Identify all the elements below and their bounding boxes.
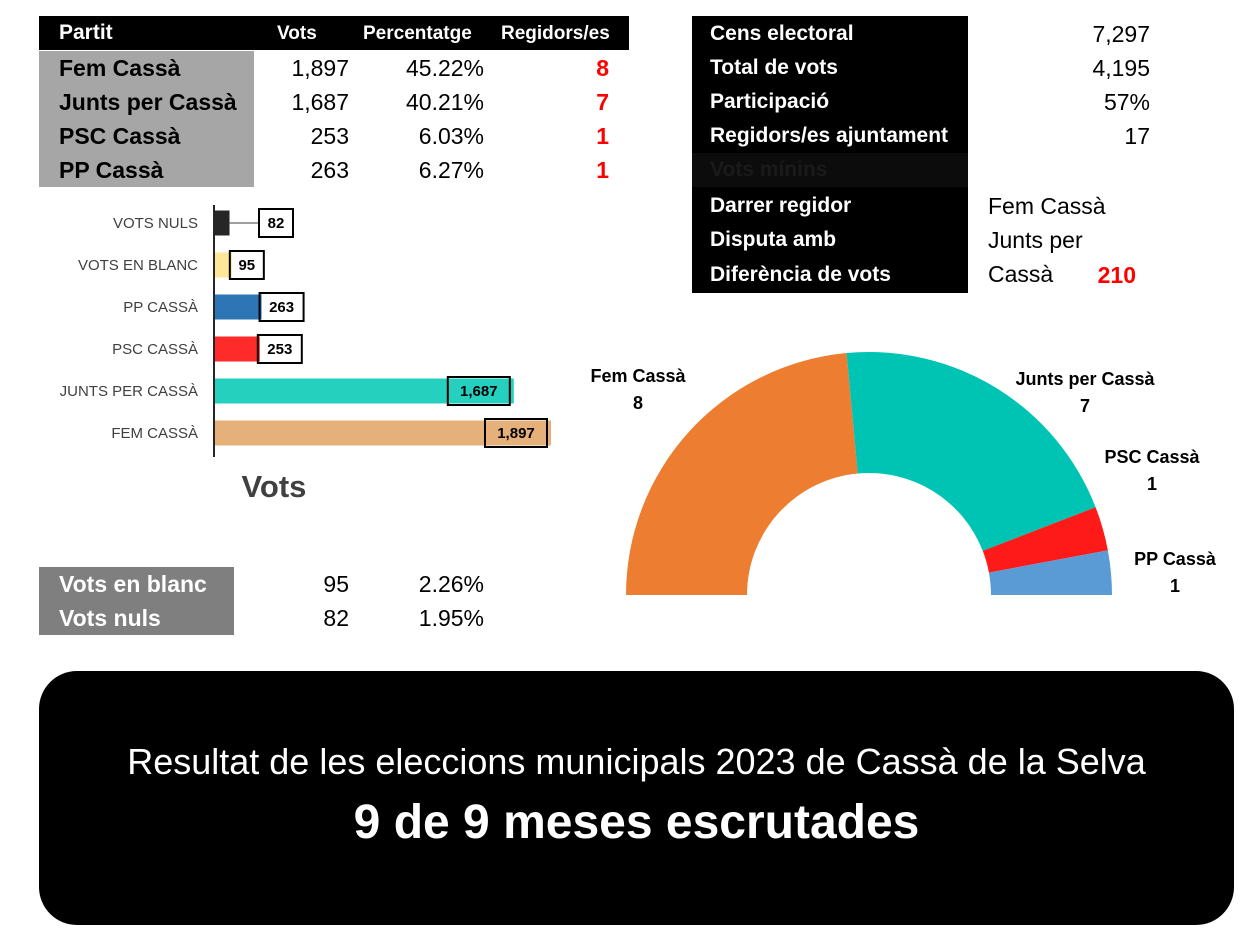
bar-value-label: 82 <box>268 215 285 232</box>
bar-value-label: 95 <box>238 257 255 274</box>
header-votes: Vots <box>277 23 317 44</box>
votes-bar-chart: VOTS NULS 82 VOTS EN BLANC 95 PP CASSÀ 263 PSC… <box>60 205 551 504</box>
bar-value-box <box>484 418 548 448</box>
table-row: Fem Cassà 1,897 45.22% 8 <box>39 51 629 85</box>
bar-value-label: 1,897 <box>497 425 535 442</box>
info-label: Cens electoral <box>710 22 854 45</box>
donut-slice-value: 1 <box>1147 474 1157 494</box>
blank-null-pct: 1.95% <box>418 605 484 631</box>
bar-value-box <box>256 334 303 364</box>
donut-slice-value: 7 <box>1080 396 1090 416</box>
party-seats: 8 <box>596 55 609 81</box>
info-row: Participació 57% <box>710 85 1150 119</box>
party-seats: 7 <box>596 89 609 115</box>
blank-null-votes: 95 <box>323 571 349 597</box>
bar-category-label: VOTS EN BLANC <box>78 257 198 274</box>
header-party: Partit <box>59 21 113 44</box>
bar-chart-title: Vots <box>242 469 307 504</box>
bar <box>215 420 551 446</box>
results-table-header: Partit Vots Percentatge Regidors/es <box>39 16 629 50</box>
party-votes: 263 <box>310 157 349 183</box>
min-votes-label: Vots mínins <box>710 158 828 181</box>
banner-title: Resultat de les eleccions municipals 202… <box>127 741 1146 782</box>
party-name: Junts per Cassà <box>39 85 254 119</box>
info-row: Regidors/es ajuntament 17 <box>710 119 1150 153</box>
header-seats: Regidors/es <box>501 23 610 44</box>
party-name: PP Cassà <box>39 153 254 187</box>
header-percentage: Percentatge <box>363 23 472 44</box>
party-votes: 1,897 <box>291 55 349 81</box>
seats-half-donut-chart: Fem Cassà 8 Junts per Cassà 7 PSC Cassà 1 PP C… <box>590 352 1217 596</box>
banner-subtitle: 9 de 9 meses escrutades <box>353 796 920 849</box>
last-seat-value: Fem Cassà <box>988 193 1106 219</box>
donut-slice-label: PP Cassà <box>1134 549 1217 569</box>
results-banner: Resultat de les eleccions municipals 202… <box>39 671 1234 925</box>
party-votes: 253 <box>310 123 349 149</box>
party-pct: 6.27% <box>418 157 484 183</box>
party-seats: 1 <box>596 157 609 183</box>
bar-value-label: 253 <box>267 341 292 358</box>
donut-slice-label: Junts per Cassà <box>1015 369 1155 389</box>
blank-null-votes: 82 <box>323 605 349 631</box>
blank-null-pct: 2.26% <box>418 571 484 597</box>
info-value: 7,297 <box>1092 21 1150 47</box>
bar <box>215 294 262 320</box>
party-pct: 45.22% <box>405 55 484 81</box>
bar-category-label: PP CASSÀ <box>123 299 198 316</box>
last-seat-label: Darrer regidor <box>710 194 852 217</box>
info-label: Participació <box>710 90 830 113</box>
bar-category-label: JUNTS PER CASSÀ <box>60 383 198 400</box>
difference-row: Diferència de vots 210 <box>710 258 1150 292</box>
bar <box>215 210 230 236</box>
last-seat-row: Darrer regidor Fem Cassà <box>710 189 1150 223</box>
dispute-label: Disputa amb <box>710 228 837 251</box>
info-label: Total de vots <box>710 56 838 79</box>
bar <box>215 378 514 404</box>
info-label: Regidors/es ajuntament <box>710 124 949 147</box>
donut-slice-label: PSC Cassà <box>1104 447 1200 467</box>
bar-value-label: 263 <box>269 299 294 316</box>
blank-null-table: Vots en blanc 95 2.26% Vots nuls 82 1.95… <box>39 567 484 637</box>
info-value: 17 <box>1124 123 1150 149</box>
party-seats: 1 <box>596 123 609 149</box>
donut-slice <box>626 353 858 595</box>
bar-value-box <box>228 250 265 280</box>
info-value: 4,195 <box>1092 55 1150 81</box>
donut-slice <box>988 550 1112 595</box>
blank-null-label: Vots en blanc <box>39 567 234 601</box>
donut-slice-value: 1 <box>1170 576 1180 596</box>
donut-slice-label: Fem Cassà <box>590 366 686 386</box>
party-name: PSC Cassà <box>39 119 254 153</box>
table-row: Vots en blanc 95 2.26% <box>39 567 484 601</box>
party-pct: 6.03% <box>418 123 484 149</box>
info-row: Cens electoral 7,297 <box>710 17 1150 51</box>
party-votes: 1,687 <box>291 89 349 115</box>
party-pct: 40.21% <box>405 89 484 115</box>
bar-category-label: VOTS NULS <box>113 215 198 232</box>
difference-label: Diferència de vots <box>710 263 891 286</box>
table-row: Junts per Cassà 1,687 40.21% 7 <box>39 85 629 119</box>
blank-null-label: Vots nuls <box>39 601 234 635</box>
donut-slice <box>846 352 1096 551</box>
dispute-row: Disputa amb Junts per Cassà <box>710 223 1150 287</box>
bar-value-box <box>258 292 305 322</box>
difference-value: 210 <box>1097 262 1136 288</box>
table-row: Vots nuls 82 1.95% <box>39 601 484 635</box>
donut-slice-value: 8 <box>633 393 643 413</box>
party-name: Fem Cassà <box>39 51 254 85</box>
bar <box>215 336 260 362</box>
table-row: PSC Cassà 253 6.03% 1 <box>39 119 629 153</box>
bar-value-box <box>446 376 511 406</box>
info-value: 57% <box>1103 89 1150 115</box>
bar-value-box <box>258 208 294 238</box>
bar-category-label: FEM CASSÀ <box>111 425 198 442</box>
bar-value-label: 1,687 <box>460 383 498 400</box>
bar-category-label: PSC CASSÀ <box>112 341 198 358</box>
bar <box>215 252 232 278</box>
dispute-value: Junts per Cassà <box>988 227 1083 287</box>
min-votes-row: Vots mínins <box>692 153 968 187</box>
table-row: PP Cassà 263 6.27% 1 <box>39 153 629 187</box>
donut-slice <box>982 507 1108 573</box>
info-row: Total de vots 4,195 <box>710 51 1150 85</box>
